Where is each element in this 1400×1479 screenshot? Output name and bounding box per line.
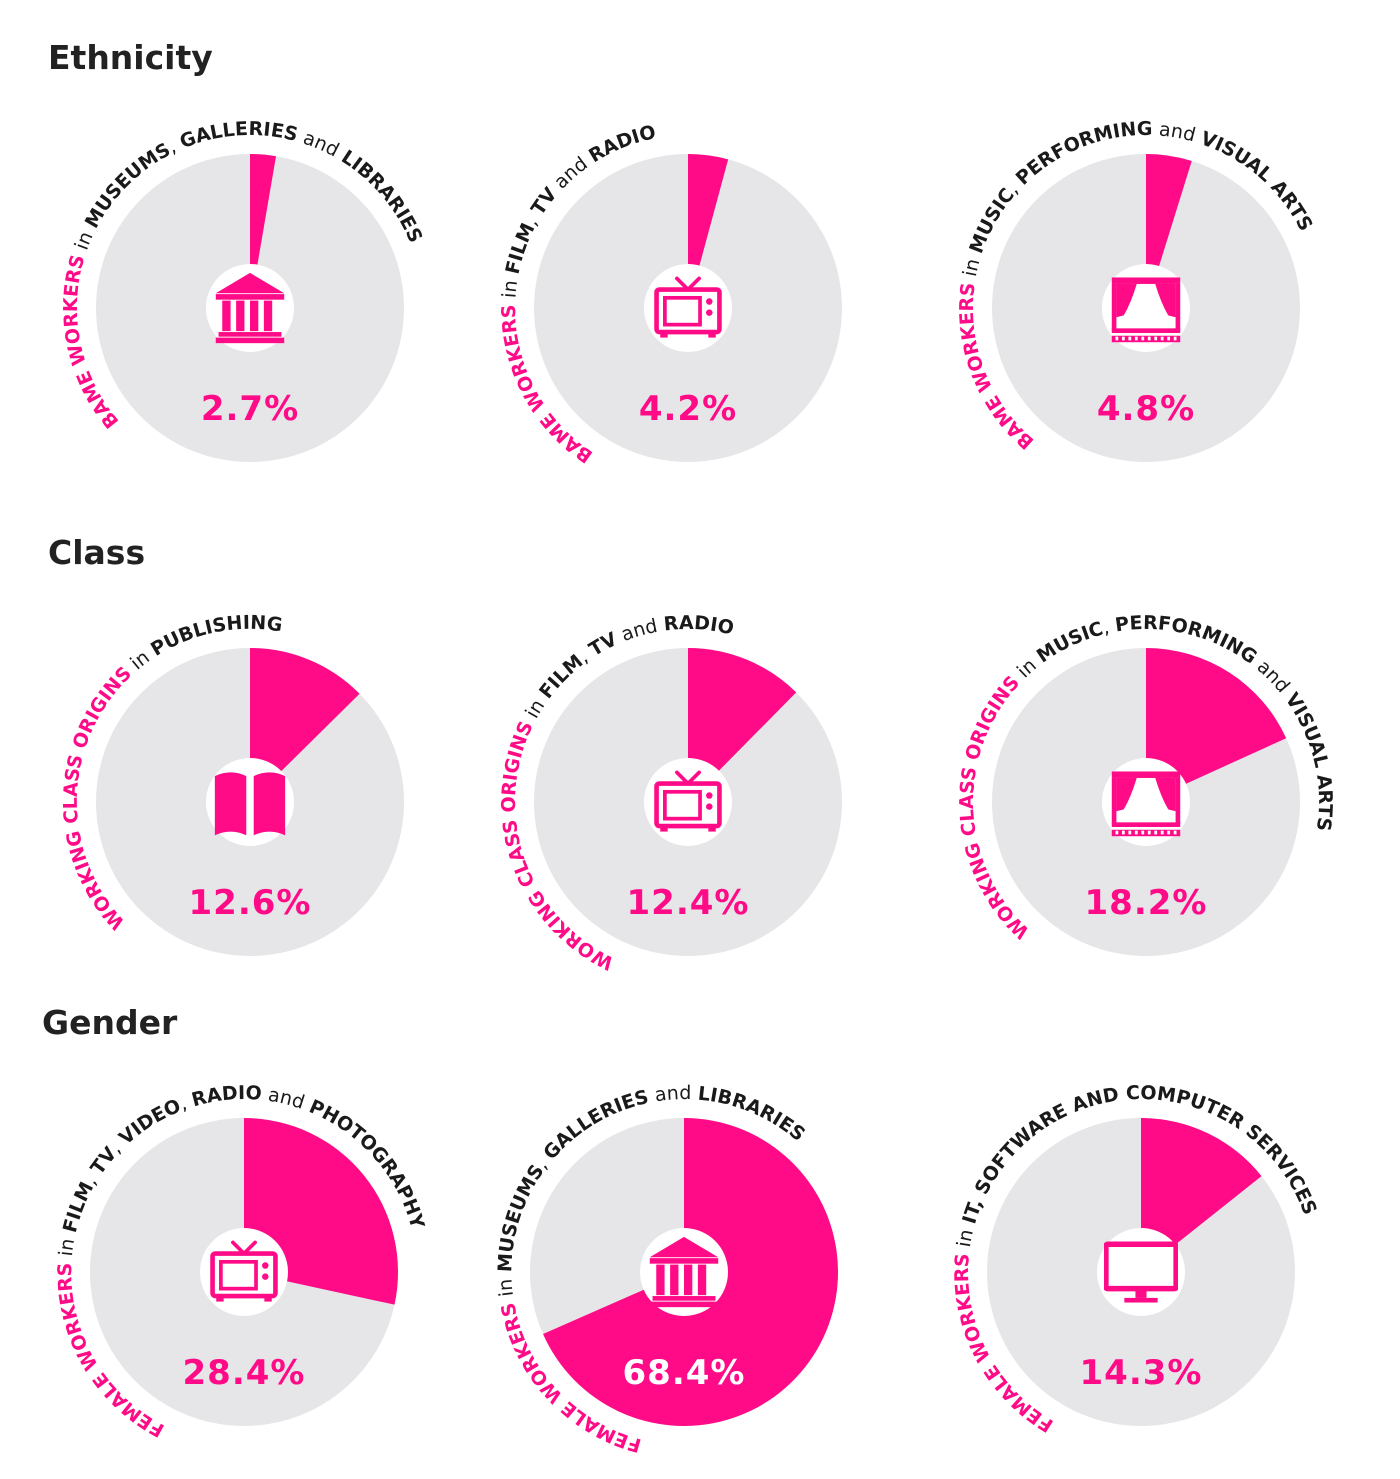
caption-segment: RADIO [189,1082,262,1111]
donut-chart-2: 4.2%BAME WORKERS in FILM, TV and RADIO [498,121,842,467]
caption-segment: in [54,1230,80,1263]
donut-chart-3: 4.8%BAME WORKERS in MUSIC, PERFORMING an… [956,118,1317,462]
percentage-label: 2.7% [201,389,299,429]
percentage-label: 14.3% [1080,1353,1203,1393]
donut-chart-8: 68.4%FEMALE WORKERS in MUSEUMS, GALLERIE… [494,1082,838,1456]
caption-segment: and [295,125,349,165]
percentage-label: 68.4% [623,1353,746,1393]
caption-segment: in [498,272,523,304]
section-title-ethnicity: Ethnicity [48,38,213,77]
percentage-label: 4.2% [639,389,737,429]
caption-segment: , [1100,615,1117,639]
percentage-label: 12.4% [627,883,750,923]
section-title-class: Class [48,533,145,572]
caption-segment: and [647,1082,699,1107]
donut-chart-7: 28.4%FEMALE WORKERS in FILM, TV, VIDEO, … [54,1082,428,1441]
caption-segment: GALLERIES [177,118,300,153]
caption-segment: FILM [502,220,540,276]
percentage-label: 28.4% [183,1353,306,1393]
percentage-label: 12.6% [189,883,312,923]
donut-value-slice [688,648,797,802]
donut-charts: 2.7%BAME WORKERS in MUSEUMS, GALLERIES a… [54,118,1336,1456]
caption-segment: in [952,1221,979,1255]
caption-segment: and [261,1083,314,1116]
donut-chart-6: 18.2%WORKING CLASS ORIGINS in MUSIC, PER… [956,612,1336,956]
caption-segment: and [1152,118,1204,148]
donut-chart-1: 2.7%BAME WORKERS in MUSEUMS, GALLERIES a… [60,118,426,462]
donut-chart-5: 12.4%WORKING CLASS ORIGINS in FILM, TV a… [498,612,842,974]
caption-segment: in [494,1272,519,1304]
caption-segment: in [958,250,986,284]
donut-chart-4: 12.6%WORKING CLASS ORIGINS in PUBLISHING [60,612,404,956]
donut-value-slice [250,648,360,802]
caption-segment: RADIO [663,612,736,640]
donut-chart-9: 14.3%FEMALE WORKERS in IT, SOFTWARE AND … [951,1082,1321,1437]
icon-badge [1097,1228,1185,1316]
section-title-gender: Gender [42,1003,178,1042]
caption-segment: and [612,614,665,648]
percentage-label: 4.8% [1097,389,1195,429]
donut-value-slice [1146,648,1287,802]
caption-segment: FILM [59,1178,98,1234]
donut-value-slice [1141,1118,1262,1272]
percentage-label: 18.2% [1085,883,1208,923]
